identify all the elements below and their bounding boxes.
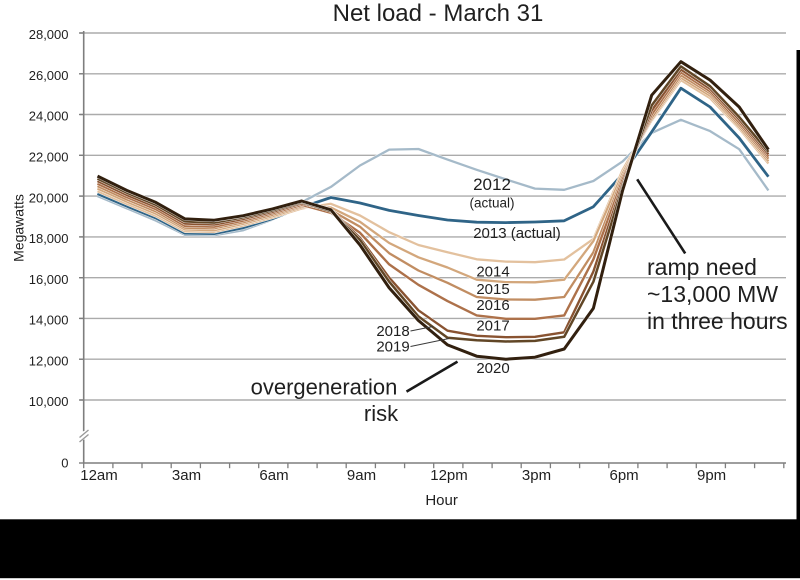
svg-text:Net load - March 31: Net load - March 31: [333, 0, 544, 27]
svg-text:2018: 2018: [376, 323, 409, 340]
svg-text:26,000: 26,000: [29, 68, 69, 83]
svg-text:18,000: 18,000: [29, 231, 69, 246]
svg-text:9pm: 9pm: [697, 467, 726, 484]
svg-text:2015: 2015: [476, 281, 509, 298]
svg-text:Megawatts: Megawatts: [11, 194, 27, 262]
svg-text:9am: 9am: [347, 467, 376, 484]
svg-text:20,000: 20,000: [29, 190, 69, 205]
svg-text:ramp need: ramp need: [647, 254, 757, 280]
svg-text:12pm: 12pm: [430, 467, 468, 484]
svg-text:12,000: 12,000: [29, 353, 69, 368]
svg-text:in three hours: in three hours: [647, 308, 788, 334]
svg-text:24,000: 24,000: [29, 109, 69, 124]
svg-text:(actual): (actual): [469, 196, 514, 211]
svg-text:12am: 12am: [80, 467, 118, 484]
svg-text:3am: 3am: [172, 467, 201, 484]
svg-text:28,000: 28,000: [29, 27, 69, 42]
svg-text:3pm: 3pm: [522, 467, 551, 484]
svg-text:0: 0: [61, 455, 68, 470]
svg-text:overgeneration: overgeneration: [251, 375, 398, 400]
svg-text:~13,000 MW: ~13,000 MW: [647, 281, 778, 307]
svg-text:2020: 2020: [476, 360, 509, 377]
svg-text:2017: 2017: [476, 318, 509, 335]
svg-text:16,000: 16,000: [29, 272, 69, 287]
svg-text:2012: 2012: [473, 175, 511, 194]
svg-text:2016: 2016: [476, 297, 509, 314]
svg-text:2014: 2014: [476, 264, 509, 281]
svg-text:14,000: 14,000: [29, 313, 69, 328]
svg-text:10,000: 10,000: [29, 394, 69, 409]
svg-text:2019: 2019: [376, 339, 409, 356]
svg-text:Hour: Hour: [425, 492, 458, 509]
svg-text:22,000: 22,000: [29, 150, 69, 165]
svg-text:2013 (actual): 2013 (actual): [473, 225, 561, 242]
svg-text:6pm: 6pm: [610, 467, 639, 484]
svg-text:6am: 6am: [259, 467, 288, 484]
svg-text:risk: risk: [364, 401, 399, 426]
